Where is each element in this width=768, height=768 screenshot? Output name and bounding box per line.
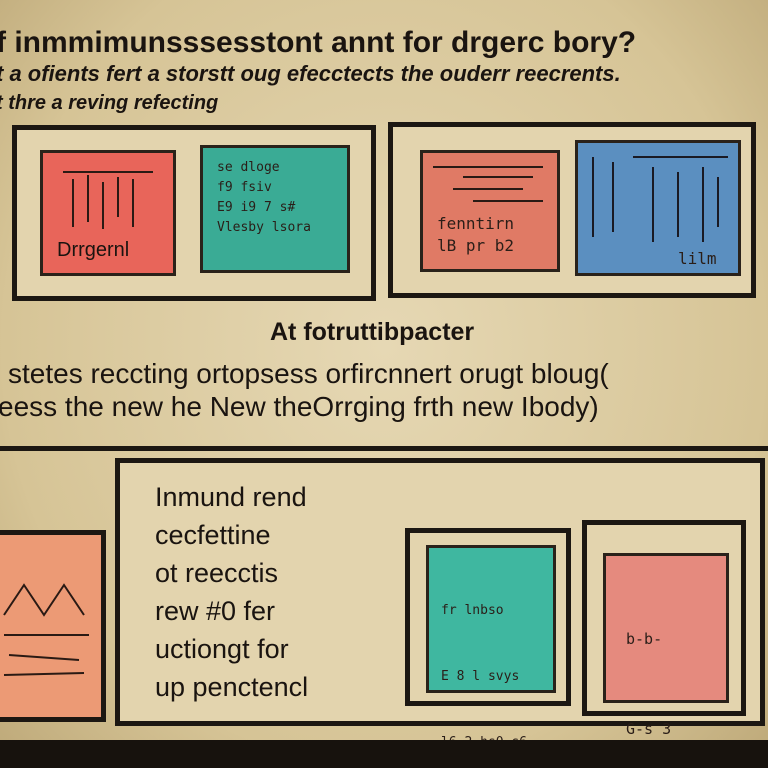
card-line: lilm <box>678 249 717 268</box>
red-card: fenntirn lB pr b2 <box>420 150 560 272</box>
teal-card: fr lnbso E 8 l svys l6 2 hs0 s6 sel rabb… <box>426 545 556 750</box>
card-line: E 8 l svys <box>441 669 520 684</box>
card-line: G-s 3 <box>626 720 672 738</box>
card-line: se dloge <box>217 160 280 175</box>
card-label: Drrgernl <box>57 239 130 261</box>
card-line: E9 i9 7 s# <box>217 200 296 215</box>
scribble <box>592 156 728 242</box>
pink-card: b-b- G-s 3 A 8 e 2 e <box>603 553 729 738</box>
blue-card: lilm <box>575 140 741 276</box>
red-card: Drrgernl <box>40 150 176 276</box>
scribble <box>63 171 153 229</box>
text-line: Inmund rend <box>155 482 307 512</box>
text-line: uctiongt for <box>155 634 289 664</box>
bottom-bar <box>0 740 768 768</box>
text-line: rew #0 fer <box>155 596 276 626</box>
orange-card <box>0 530 106 722</box>
teal-card: se dloge f9 fsiv E9 i9 7 s# Vlesby lsora <box>200 145 350 273</box>
divider <box>0 446 768 451</box>
header-line: f inmmimunsssesstont annt for drgerc bor… <box>0 26 637 59</box>
caption-line: stetes reccting ortopsess orfircnnert or… <box>8 358 609 389</box>
text-line: cecfettine <box>155 520 271 550</box>
text-line: ot reecctis <box>155 558 279 588</box>
scribble <box>433 166 543 202</box>
card-line: lB pr b2 <box>437 236 515 255</box>
text-line: up penctencl <box>155 672 309 702</box>
scribble <box>3 583 89 676</box>
panel-frame: fr lnbso E 8 l svys l6 2 hs0 s6 sel rabb… <box>405 528 571 750</box>
header-line: t thre a reving refecting <box>0 92 219 114</box>
caption-title: At fotruttibpacter <box>270 318 475 346</box>
card-line: fenntirn <box>437 214 515 233</box>
header-line: t a ofients fert a storstt oug efecctect… <box>0 61 621 86</box>
caption-line: eess the new he New theOrrging frth new … <box>0 391 599 422</box>
card-line: fr lnbso <box>441 603 504 618</box>
panel-frame: b-b- G-s 3 A 8 e 2 e <box>582 520 746 738</box>
text-block: Inmund rend cecfettine ot reecctis rew #… <box>155 478 308 706</box>
card-line: f9 fsiv <box>217 180 272 195</box>
card-line: Vlesby lsora <box>217 220 311 235</box>
card-line: b-b- <box>626 630 663 648</box>
